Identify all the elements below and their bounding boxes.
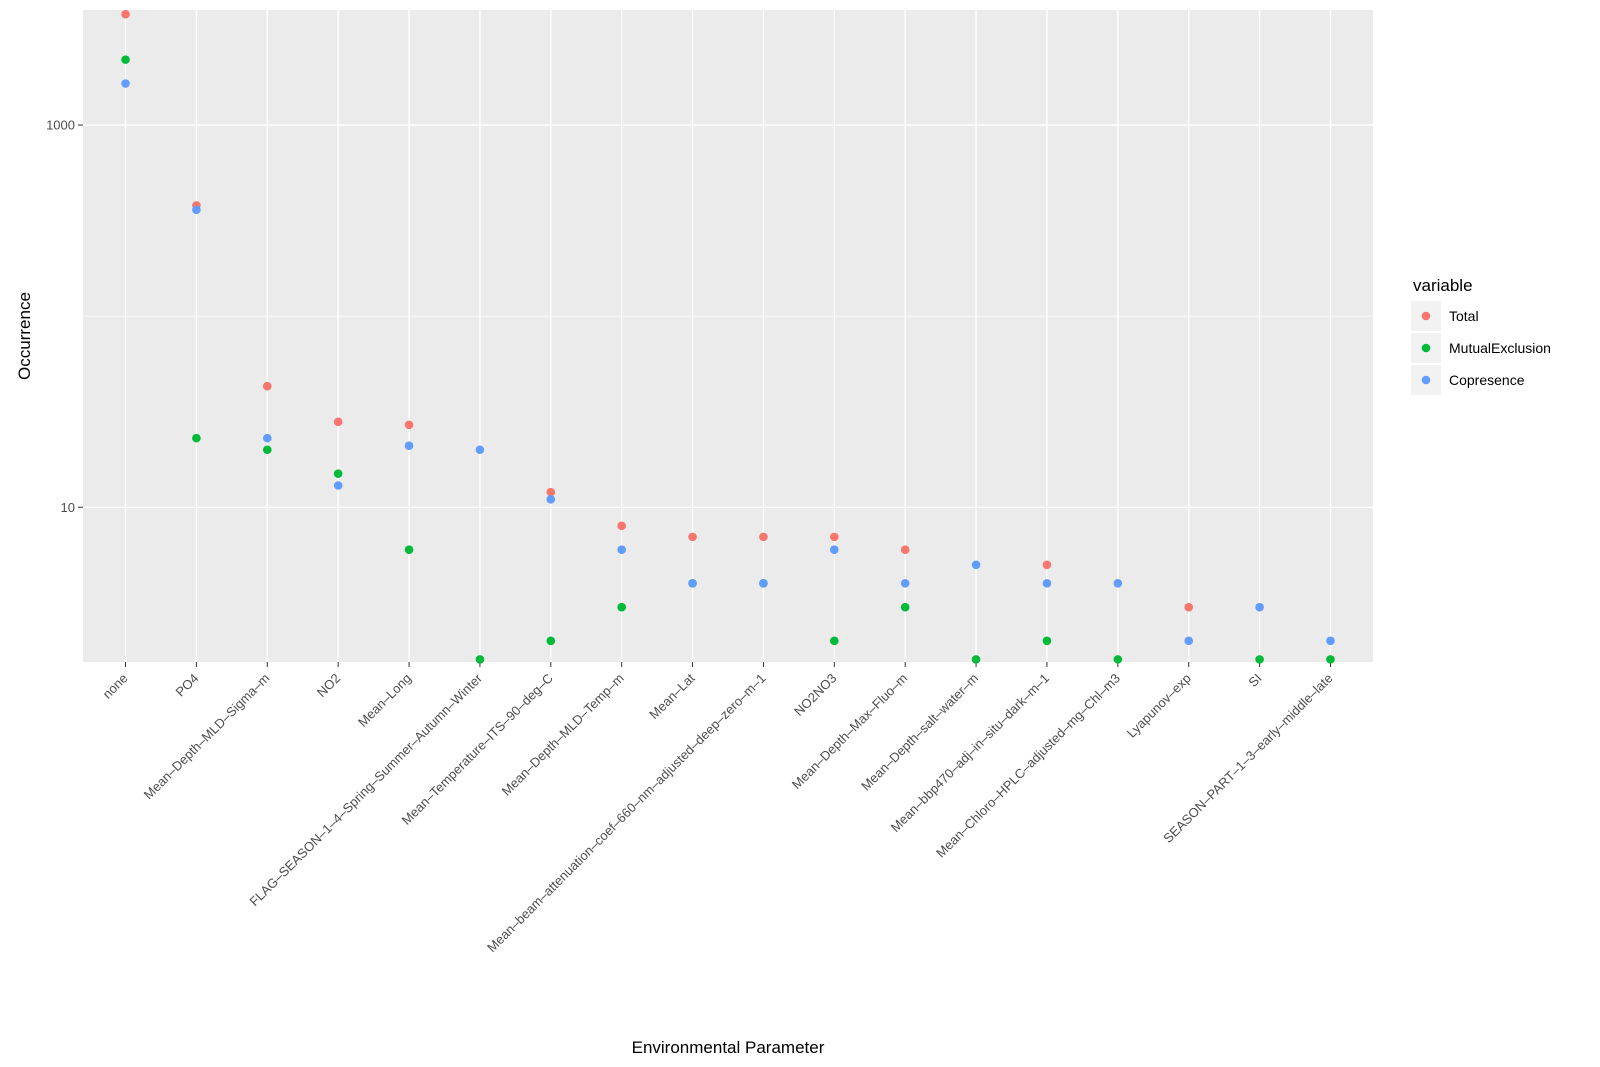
point-copresence <box>333 481 343 490</box>
x-tick-label: Mean–beam–attenuation–coef–660–nm–adjust… <box>484 671 769 956</box>
y-axis-ticks: 10 1000 <box>46 118 83 515</box>
point-copresence <box>688 579 697 588</box>
x-tick-label: Lyapunov–exp <box>1124 671 1194 741</box>
point-total <box>262 381 272 391</box>
y-tick-label: 10 <box>61 500 75 515</box>
legend-label-copresence: Copresence <box>1449 372 1525 388</box>
point-total <box>333 417 343 427</box>
x-tick-label: Mean–Depth–salt–water–m <box>858 671 981 794</box>
x-tick-label: FLAG–SEASON–1–4–Spring–Summer–Autumn–Win… <box>247 670 486 909</box>
point-copresence <box>830 545 839 554</box>
x-tick-label: Mean–Lat <box>646 670 698 722</box>
point-copresence <box>475 445 485 455</box>
x-tick-label: none <box>100 671 131 702</box>
point-copresence <box>971 560 981 570</box>
point-mutualexclusion <box>475 655 485 664</box>
point-total <box>1042 560 1052 570</box>
point-total <box>404 420 414 430</box>
y-tick-label: 1000 <box>46 118 75 133</box>
point-total <box>688 532 697 542</box>
point-copresence <box>1113 579 1123 588</box>
point-mutualexclusion <box>121 55 130 64</box>
point-total <box>900 545 910 554</box>
point-mutualexclusion <box>333 469 343 478</box>
y-axis-title: Occurrence <box>15 292 34 380</box>
point-total <box>759 532 768 542</box>
x-axis-title: Environmental Parameter <box>632 1038 825 1057</box>
x-tick-label: Mean–Depth–Max–Fluo–m <box>789 671 910 792</box>
legend-title: variable <box>1413 276 1473 295</box>
x-tick-label: Mean–Long <box>355 671 414 730</box>
point-copresence <box>1042 579 1052 588</box>
legend-label-mutualexclusion: MutualExclusion <box>1449 340 1551 356</box>
point-mutualexclusion <box>1255 655 1264 664</box>
point-copresence <box>121 79 130 88</box>
point-mutualexclusion <box>971 655 981 664</box>
point-mutualexclusion <box>1042 636 1052 646</box>
point-total <box>830 532 839 542</box>
point-copresence <box>1326 636 1335 646</box>
legend-label-total: Total <box>1449 308 1479 324</box>
legend-key-total <box>1421 311 1431 321</box>
point-copresence <box>617 545 626 554</box>
point-total <box>121 9 130 19</box>
x-tick-label: Mean–Depth–MLD–Sigma–m <box>141 671 273 803</box>
point-copresence <box>1255 602 1264 612</box>
point-mutualexclusion <box>404 545 414 554</box>
x-tick-label: Mean–bbp470–adj–in–situ–dark–m–1 <box>888 671 1052 835</box>
point-mutualexclusion <box>546 636 556 646</box>
point-mutualexclusion <box>830 636 839 646</box>
x-tick-label: SI <box>1245 671 1264 690</box>
point-mutualexclusion <box>1326 655 1335 664</box>
point-mutualexclusion <box>192 433 201 443</box>
point-copresence <box>546 495 556 504</box>
point-copresence <box>759 579 768 588</box>
point-copresence <box>192 205 201 215</box>
point-mutualexclusion <box>262 445 272 455</box>
point-mutualexclusion <box>900 602 910 612</box>
legend-key-copresence <box>1421 375 1431 385</box>
plot-panel <box>83 10 1373 662</box>
point-total <box>546 487 556 497</box>
point-total <box>617 521 626 531</box>
x-tick-label: SEASON–PART–1–3–early–middle–late <box>1160 671 1335 846</box>
x-tick-label: NO2NO3 <box>791 671 839 719</box>
point-copresence <box>262 433 272 443</box>
point-mutualexclusion <box>1113 655 1123 664</box>
x-tick-label: NO2 <box>314 671 344 701</box>
x-tick-label: PO4 <box>173 671 202 700</box>
point-copresence <box>900 579 910 588</box>
data-points <box>121 9 1335 664</box>
x-tick-label: Mean–Temperature–ITS–90–deg–C <box>399 671 556 828</box>
x-tick-label: Mean–Depth–MLD–Temp–m <box>499 671 627 799</box>
point-copresence <box>404 441 414 450</box>
point-copresence <box>1184 636 1194 646</box>
legend-key-mutualexclusion <box>1421 343 1431 353</box>
point-total <box>1184 602 1194 612</box>
point-mutualexclusion <box>617 602 626 612</box>
legend: variable Total MutualExclusion Copresence <box>1411 276 1551 395</box>
